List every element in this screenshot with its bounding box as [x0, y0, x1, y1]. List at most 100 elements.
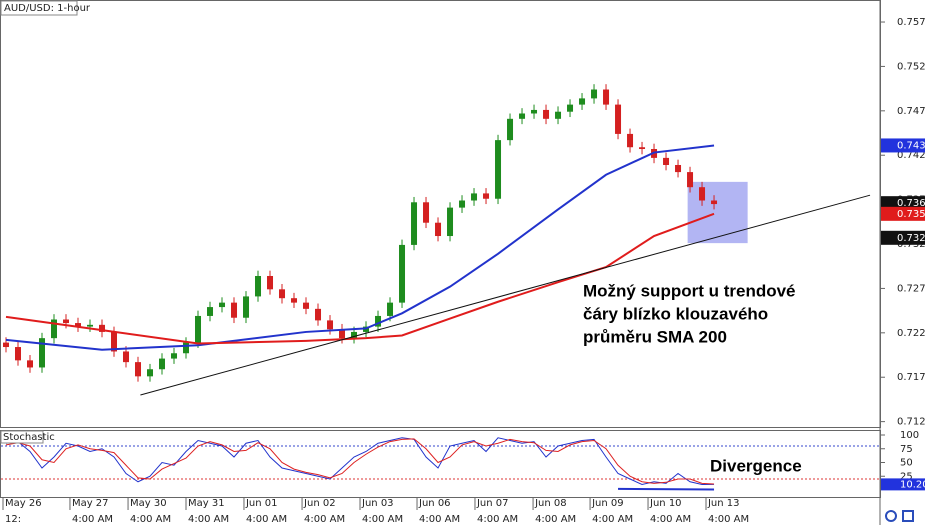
x-tick-time: 12: [5, 514, 21, 525]
candle-body [411, 202, 418, 245]
candle-body [567, 104, 574, 112]
candle-body [591, 89, 598, 99]
x-tick-label: May 31 [188, 498, 225, 509]
candle-body [63, 319, 70, 324]
candle-body [195, 315, 202, 343]
main-panel [0, 0, 881, 428]
candle-body [87, 324, 94, 327]
price-label: 0.7328 [897, 233, 925, 244]
last-label-box [881, 478, 925, 491]
line [5, 144, 715, 351]
stoch-line [5, 438, 715, 485]
price-label-box [881, 206, 925, 221]
x-tick-time: 4:00 AM [650, 514, 691, 525]
candle-body [15, 347, 22, 361]
candle-body [351, 331, 358, 339]
x-tick-time: 4:00 AM [592, 514, 633, 525]
y-tick-label: 0.7521 [897, 61, 925, 72]
candle-body [303, 302, 310, 309]
candle-body [603, 89, 610, 105]
x-tick-time: 4:00 AM [477, 514, 518, 525]
icon[interactable] [885, 510, 897, 522]
candle-body [255, 275, 262, 297]
y-tick-label: 0.7271 [897, 283, 925, 294]
price-label-box [881, 138, 925, 153]
x-tick-label: Jun 03 [361, 498, 394, 509]
annotation: Možný support u trendové [583, 281, 796, 300]
annotation: průměru SMA 200 [583, 327, 727, 346]
candle-body [207, 307, 214, 316]
candle-body [99, 324, 106, 332]
candle-body [543, 109, 550, 119]
candle-body [51, 319, 58, 339]
candle-body [675, 164, 682, 173]
x-tick-label: Jun 08 [534, 498, 567, 509]
candle-body [423, 202, 430, 223]
candle-body [339, 329, 346, 339]
x-tick-time: 4:00 AM [362, 514, 403, 525]
x-tick-time: 4:00 AM [304, 514, 345, 525]
candle-body [315, 308, 322, 321]
x-tick-time: 4:00 AM [188, 514, 229, 525]
candle-body [663, 157, 670, 165]
x-tick-time: 4:00 AM [72, 514, 113, 525]
x-tick-label: Jun 09 [591, 498, 624, 509]
candle-body [615, 104, 622, 134]
x-tick-label: May 27 [72, 498, 109, 509]
chart-title: AUD/USD: 1-hour [4, 3, 91, 14]
annotation: Divergence [710, 456, 802, 475]
y-tick-label: 0.7171 [897, 372, 925, 383]
candle-body [267, 275, 274, 290]
candle-body [555, 111, 562, 119]
candle-body [219, 302, 226, 308]
candle-body [75, 323, 82, 327]
line [5, 212, 715, 345]
x-tick-label: Jun 07 [476, 498, 509, 509]
x-tick-label: Jun 13 [707, 498, 740, 509]
candle-body [627, 133, 634, 148]
candle-body [387, 302, 394, 316]
zone [687, 181, 748, 244]
price-label: 0.7355 [897, 209, 925, 220]
candle-body [531, 109, 538, 114]
line [140, 194, 871, 396]
candle-body [471, 193, 478, 201]
candle-body [375, 315, 382, 327]
y-tick-label: 0.7221 [897, 328, 925, 339]
candle-body [231, 302, 238, 318]
candle-body [699, 187, 706, 201]
candle-body [507, 118, 514, 141]
icon[interactable] [902, 510, 914, 522]
x-tick-time: 4:00 AM [708, 514, 749, 525]
candle-body [459, 200, 466, 208]
candle-body [639, 147, 646, 150]
annotation: čáry blízko klouzavého [583, 304, 768, 323]
x-tick-time: 4:00 AM [130, 514, 171, 525]
x-tick-label: May 30 [130, 498, 167, 509]
candle-body [399, 244, 406, 303]
x-tick-label: Jun 02 [303, 498, 336, 509]
candle-body [123, 351, 130, 363]
candle-body [291, 298, 298, 303]
candle-body [111, 331, 118, 352]
y-tick-label: 75 [900, 444, 913, 455]
candle-body [159, 358, 166, 370]
x-tick-label: Jun 10 [649, 498, 682, 509]
candle-body [711, 200, 718, 205]
y-tick-label: 0.7421 [897, 150, 925, 161]
x-tick-label: Jun 06 [418, 498, 451, 509]
x-tick-label: May 26 [5, 498, 42, 509]
title-box [0, 0, 78, 16]
divergence-line [618, 487, 715, 491]
candle-body [687, 172, 694, 188]
candle-body [3, 342, 10, 348]
y-tick-label: 0.7471 [897, 106, 925, 117]
candle-body [135, 362, 142, 377]
candle-body [327, 320, 334, 330]
x-tick-time: 4:00 AM [246, 514, 287, 525]
candle-body [279, 289, 286, 299]
y-tick-label: 25 [900, 471, 913, 482]
x-tick-time: 4:00 AM [535, 514, 576, 525]
